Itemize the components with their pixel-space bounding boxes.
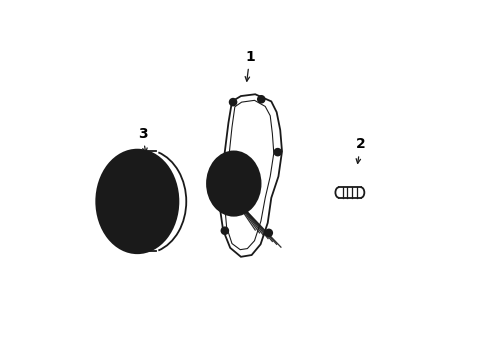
Ellipse shape xyxy=(115,220,123,229)
Text: 1: 1 xyxy=(244,50,254,81)
Ellipse shape xyxy=(239,170,245,176)
Ellipse shape xyxy=(120,180,154,223)
Ellipse shape xyxy=(151,220,159,229)
Circle shape xyxy=(221,227,228,234)
Text: 3: 3 xyxy=(138,127,147,153)
Ellipse shape xyxy=(115,175,123,183)
Text: 2: 2 xyxy=(355,137,365,163)
Ellipse shape xyxy=(151,175,159,183)
Circle shape xyxy=(217,159,224,166)
Ellipse shape xyxy=(221,170,227,176)
Circle shape xyxy=(257,96,264,103)
Ellipse shape xyxy=(239,191,245,198)
Polygon shape xyxy=(224,100,273,249)
Ellipse shape xyxy=(225,173,242,194)
Ellipse shape xyxy=(206,152,260,216)
Circle shape xyxy=(229,99,236,106)
Circle shape xyxy=(274,149,281,156)
Ellipse shape xyxy=(217,164,250,203)
Ellipse shape xyxy=(221,191,227,198)
Circle shape xyxy=(264,229,272,237)
Polygon shape xyxy=(219,94,282,257)
Ellipse shape xyxy=(96,150,178,253)
Ellipse shape xyxy=(128,190,146,213)
